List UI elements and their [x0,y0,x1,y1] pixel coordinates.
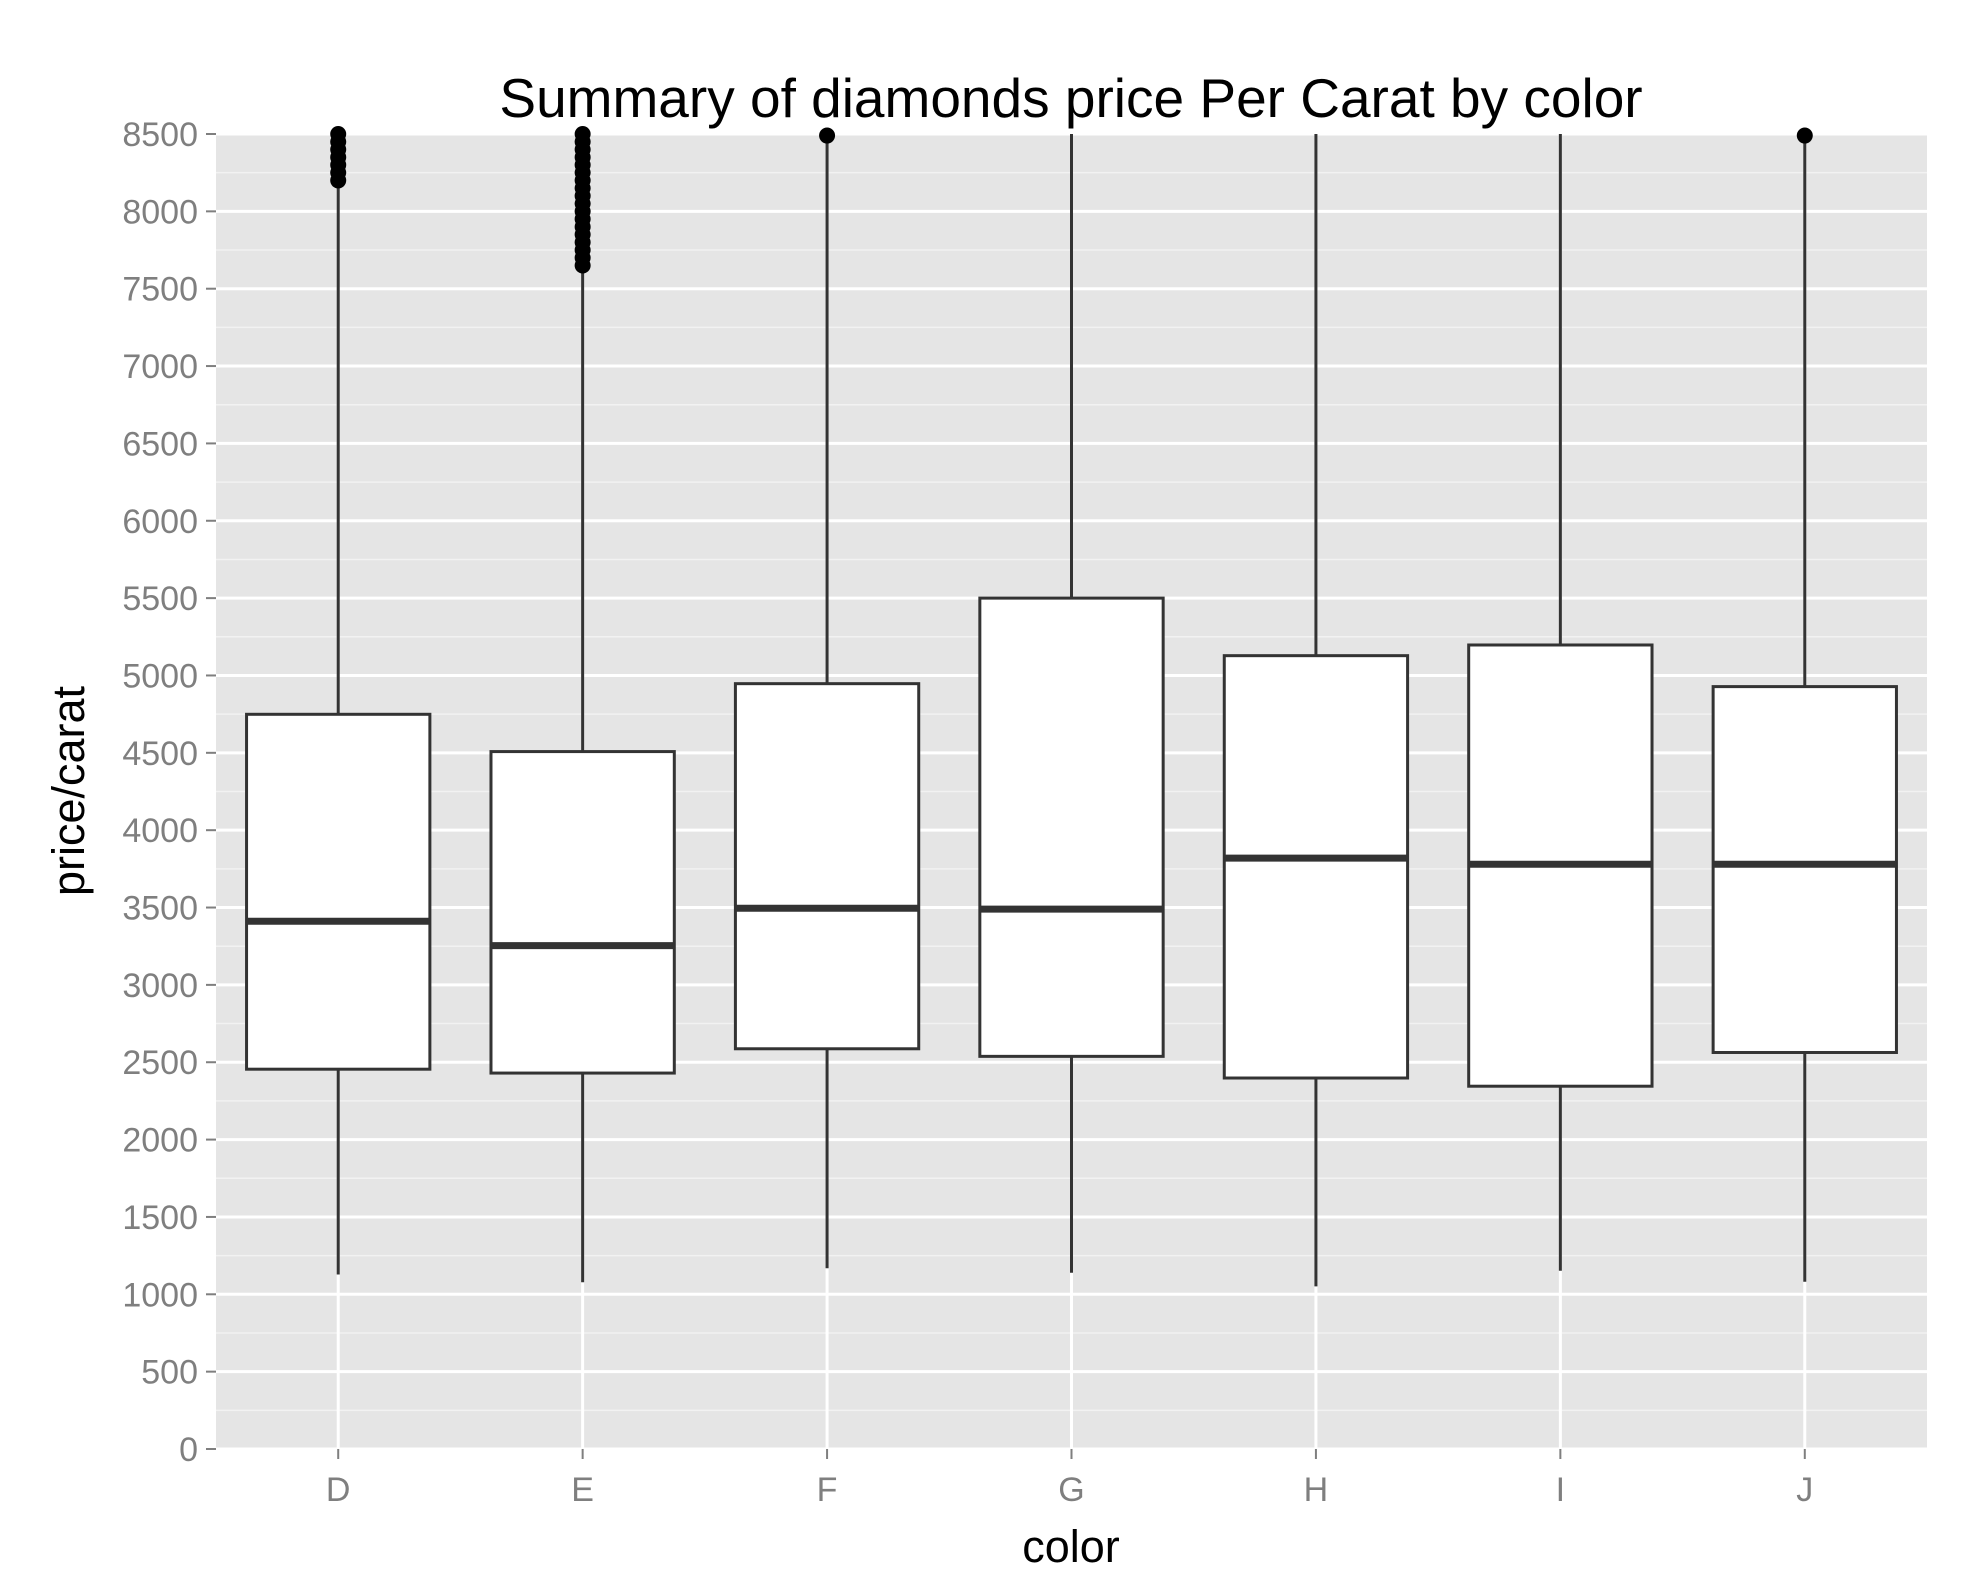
x-tick-label: D [326,1471,351,1509]
y-tick-label: 500 [141,1354,198,1392]
outlier-point [330,126,347,142]
outlier-point [1796,127,1813,144]
y-tick-label: 7500 [122,271,198,309]
x-axis: D E F G H I J [326,1449,1813,1509]
y-tick-label: 7000 [122,348,198,386]
box-iqr [1222,654,1410,1080]
outlier-point [819,127,836,144]
box-D [245,126,432,1275]
box-iqr [489,750,676,1075]
y-tick-label: 8500 [122,116,198,154]
y-tick-label: 3500 [122,890,198,928]
boxes [245,126,1898,1287]
x-tick-label: E [571,1471,594,1509]
box-H [1222,134,1410,1287]
x-axis-title: color [1022,1521,1120,1572]
y-tick-label: 5500 [122,580,198,618]
chart-title: Summary of diamonds price Per Carat by c… [499,67,1642,129]
box-iqr [733,682,921,1051]
box-iqr [1711,685,1898,1054]
y-tick-label: 0 [179,1431,198,1469]
y-tick-label: 2000 [122,1122,198,1160]
x-tick-label: H [1304,1471,1329,1509]
y-axis: 0 500 1000 1500 2000 2500 3000 3500 4000 4500 5000… [122,116,216,1469]
box-G [978,134,1165,1273]
x-tick-label: F [817,1471,838,1509]
y-tick-label: 6000 [122,503,198,541]
y-tick-label: 4500 [122,735,198,773]
box-iqr [245,712,432,1071]
box-F [733,127,921,1269]
box-I [1467,134,1654,1271]
y-tick-label: 3000 [122,967,198,1005]
x-tick-label: I [1556,1471,1565,1509]
y-tick-label: 8000 [122,193,198,231]
x-tick-label: G [1058,1471,1084,1509]
y-tick-label: 1500 [122,1199,198,1237]
box-E [489,126,676,1283]
y-axis-title: price/carat [43,685,94,896]
outlier-point [574,126,591,142]
x-tick-label: J [1796,1471,1813,1509]
y-tick-label: 5000 [122,657,198,695]
y-tick-label: 4000 [122,812,198,850]
box-iqr [978,596,1165,1058]
y-tick-label: 6500 [122,425,198,463]
y-tick-label: 1000 [122,1276,198,1314]
box-J [1711,127,1898,1282]
y-tick-label: 2500 [122,1044,198,1082]
